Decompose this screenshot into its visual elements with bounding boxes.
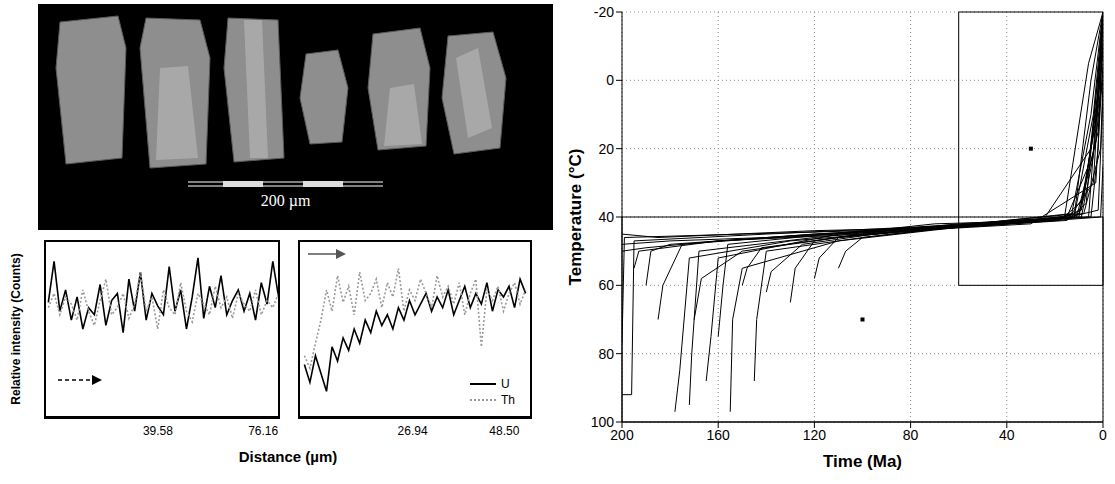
html-text:Time (Ma): Time (Ma)	[823, 452, 902, 471]
html-text:Th: Th	[501, 393, 515, 407]
svg-text:40: 40	[598, 209, 614, 225]
svg-text:0: 0	[1099, 427, 1107, 443]
svg-text:48.50: 48.50	[489, 424, 519, 438]
svg-text:39.58: 39.58	[143, 424, 173, 438]
svg-text:20: 20	[598, 141, 614, 157]
html-text:200 µm: 200 µm	[260, 192, 311, 209]
svg-text:120: 120	[803, 427, 827, 443]
svg-text:76.16: 76.16	[248, 424, 278, 438]
html-text:Temperature (°C): Temperature (°C)	[566, 148, 585, 286]
svg-text:100: 100	[591, 414, 615, 430]
svg-text:80: 80	[903, 427, 919, 443]
svg-text:-20: -20	[594, 4, 614, 20]
svg-text:80: 80	[598, 346, 614, 362]
html-text:Distance (µm): Distance (µm)	[238, 448, 338, 465]
svg-text:26.94: 26.94	[398, 424, 428, 438]
html-text:Relative intensity (Counts): Relative intensity (Counts)	[9, 253, 23, 405]
svg-text:160: 160	[707, 427, 731, 443]
svg-text:200: 200	[610, 426, 634, 443]
svg-text:0: 0	[606, 72, 614, 88]
svg-text:40: 40	[999, 427, 1015, 443]
html-text:U: U	[501, 377, 510, 391]
svg-text:60: 60	[598, 277, 614, 293]
